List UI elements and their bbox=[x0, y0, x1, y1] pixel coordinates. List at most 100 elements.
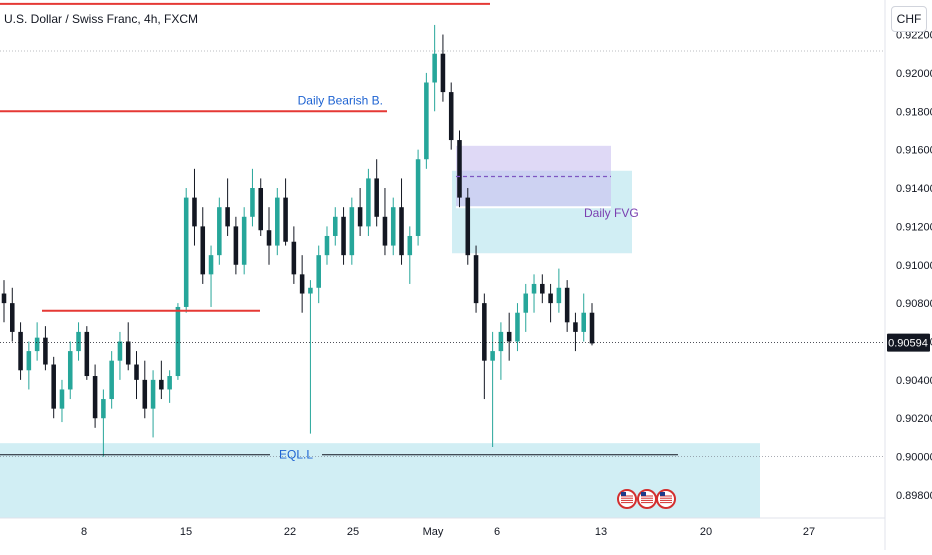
us-flag-icon bbox=[637, 489, 657, 509]
candle-body bbox=[465, 197, 471, 256]
candle-body bbox=[283, 197, 288, 242]
price-tick-label: 0.92200 bbox=[896, 30, 932, 42]
candle-body bbox=[324, 235, 330, 256]
price-tick-label: 0.91800 bbox=[896, 106, 932, 118]
candle-body bbox=[415, 159, 421, 236]
candle-body bbox=[556, 287, 562, 304]
candle-body bbox=[26, 351, 32, 371]
candle-body bbox=[523, 293, 529, 313]
candle-body bbox=[382, 216, 388, 246]
time-tick-label: 25 bbox=[347, 526, 359, 538]
candle-body bbox=[341, 216, 346, 256]
price-tick-label: 0.90200 bbox=[896, 413, 932, 425]
price-tick-label: 0.89800 bbox=[896, 490, 932, 502]
chart-title: U.S. Dollar / Swiss Franc, 4h, FXCM bbox=[4, 12, 199, 26]
us-flag-icon bbox=[656, 489, 676, 509]
price-tick-label: 0.90000 bbox=[896, 452, 932, 464]
candle-body bbox=[101, 399, 106, 419]
candle-body bbox=[241, 216, 247, 265]
candle-body bbox=[275, 197, 280, 246]
candle-body bbox=[175, 306, 181, 377]
price-tick-label: 0.90800 bbox=[896, 298, 932, 310]
candle-body bbox=[473, 255, 479, 304]
candle-body bbox=[150, 379, 156, 409]
candle-body bbox=[374, 178, 379, 217]
candle-body bbox=[183, 197, 189, 307]
candle-body bbox=[407, 235, 413, 256]
candle-body bbox=[506, 331, 512, 342]
candle-body bbox=[125, 341, 131, 365]
candle-body bbox=[581, 312, 586, 332]
time-tick-label: 8 bbox=[81, 526, 87, 538]
candle-body bbox=[332, 216, 338, 236]
us-flag-icon bbox=[617, 489, 637, 509]
price-tick-label: 0.91400 bbox=[896, 183, 932, 195]
daily-bearish-label: Daily Bearish B. bbox=[298, 93, 383, 107]
candle-body bbox=[233, 226, 239, 265]
candle-body bbox=[564, 287, 570, 323]
candle-body bbox=[308, 287, 313, 294]
time-tick-label: 13 bbox=[595, 526, 607, 538]
candle-body bbox=[225, 207, 230, 227]
eql-label: EQL.L bbox=[279, 448, 313, 462]
candle-body bbox=[548, 293, 553, 304]
candle-body bbox=[299, 274, 305, 294]
candle-body bbox=[217, 207, 222, 256]
candle-body bbox=[399, 207, 404, 256]
candle-body bbox=[208, 255, 214, 275]
candle-body bbox=[67, 351, 73, 390]
time-tick-label: May bbox=[423, 526, 444, 538]
candle-body bbox=[589, 312, 595, 344]
candle-body bbox=[117, 341, 123, 361]
candle-body bbox=[515, 312, 520, 342]
candle-body bbox=[192, 197, 197, 227]
candle-body bbox=[316, 255, 321, 288]
currency-selector[interactable]: CHF bbox=[891, 6, 927, 32]
candle-body bbox=[349, 207, 355, 256]
candle-body bbox=[109, 360, 114, 400]
time-tick-label: 20 bbox=[700, 526, 712, 538]
candle-body bbox=[84, 331, 90, 377]
candle-body bbox=[258, 188, 264, 231]
price-tick-label: 0.91200 bbox=[896, 221, 932, 233]
price-tick-label: 0.90400 bbox=[896, 375, 932, 387]
candle-body bbox=[498, 331, 504, 352]
candle-body bbox=[440, 53, 446, 93]
candle-body bbox=[366, 178, 371, 227]
candle-body bbox=[357, 207, 363, 227]
candle-body bbox=[18, 331, 23, 371]
time-tick-label: 15 bbox=[180, 526, 192, 538]
candle-body bbox=[92, 376, 98, 419]
daily-fvg-label: Daily FVG bbox=[584, 206, 639, 220]
candle-body bbox=[1, 293, 7, 304]
current-price-badge bbox=[887, 333, 930, 352]
time-tick-label: 27 bbox=[803, 526, 815, 538]
time-tick-label: 6 bbox=[494, 526, 500, 538]
candle-body bbox=[482, 303, 487, 361]
candle-body bbox=[200, 226, 206, 275]
candle-body bbox=[432, 53, 437, 83]
price-tick-label: 0.92000 bbox=[896, 68, 932, 80]
candle-body bbox=[540, 283, 545, 294]
candle-body bbox=[76, 331, 81, 352]
candle-body bbox=[457, 140, 462, 198]
candle-body bbox=[448, 92, 454, 141]
candle-body bbox=[573, 322, 578, 332]
candle-body bbox=[134, 364, 139, 380]
candle-body bbox=[490, 351, 495, 361]
candle-body bbox=[167, 376, 172, 390]
candle-body bbox=[10, 303, 15, 332]
candle-body bbox=[59, 389, 65, 409]
candle-body bbox=[250, 188, 255, 217]
price-tick-label: 0.91000 bbox=[896, 260, 932, 272]
candle-body bbox=[390, 207, 396, 246]
candle-body bbox=[424, 82, 429, 160]
candle-body bbox=[291, 241, 297, 275]
candle-body bbox=[159, 379, 164, 390]
candle-body bbox=[531, 283, 537, 294]
candle-body bbox=[266, 230, 272, 246]
candle-body bbox=[43, 337, 48, 365]
price-tick-label: 0.91600 bbox=[896, 145, 932, 157]
